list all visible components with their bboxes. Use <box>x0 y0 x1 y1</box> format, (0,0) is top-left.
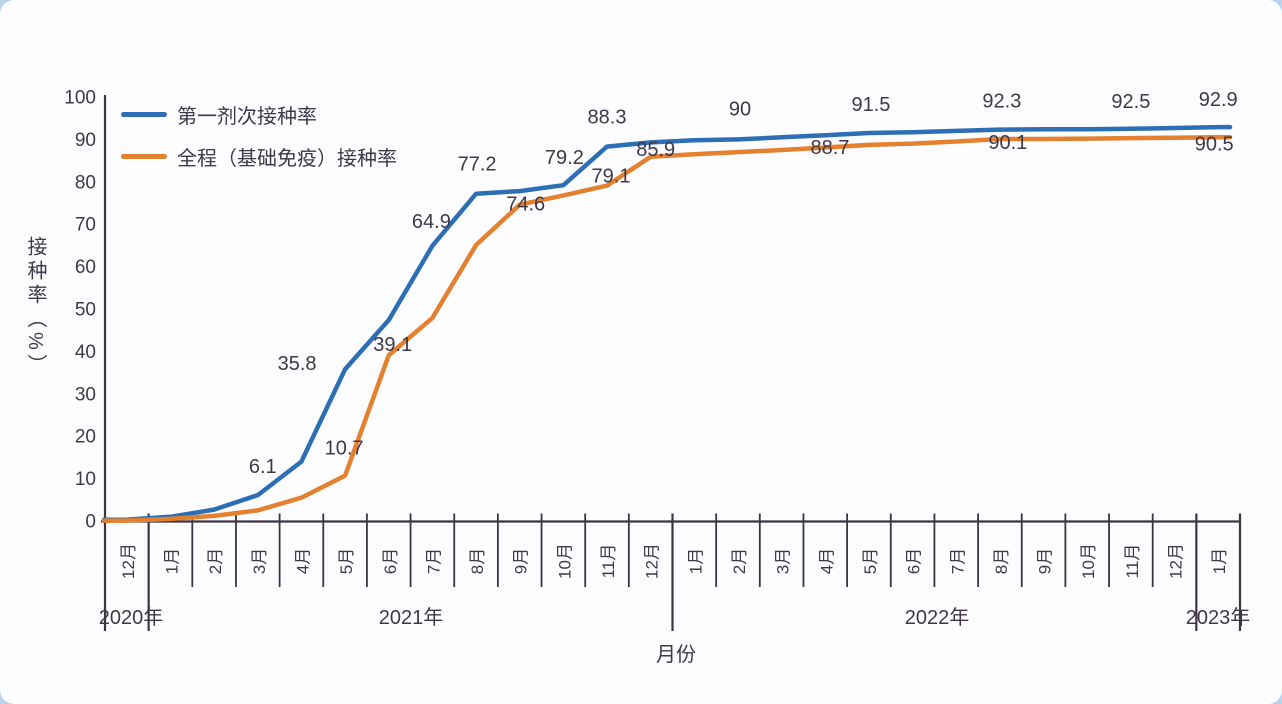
y-tick-label: 90 <box>75 130 96 151</box>
x-tick-label-month: 9月 <box>512 548 531 574</box>
y-tick-label: 0 <box>85 512 96 533</box>
series-line-first-dose <box>101 124 1233 522</box>
x-tick-label-month: 8月 <box>992 548 1011 574</box>
data-label: 85.9 <box>636 139 675 161</box>
data-label: 92.5 <box>1111 91 1150 113</box>
x-tick-label-month: 5月 <box>861 548 880 574</box>
data-label: 88.3 <box>588 107 627 129</box>
x-axis-title: 月份 <box>656 644 696 666</box>
x-tick-label-month: 3月 <box>774 548 793 574</box>
data-label: 39.1 <box>373 334 412 356</box>
y-tick-label: 80 <box>75 172 96 193</box>
year-label-2022: 2022年 <box>904 607 970 629</box>
year-label-2020: 2020年 <box>98 607 164 629</box>
data-label: 35.8 <box>278 353 317 375</box>
x-tick-label-month: 8月 <box>468 548 487 574</box>
x-tick-label-month: 10月 <box>555 543 574 579</box>
legend-label-first-dose: 第一剂次接种率 <box>177 106 317 128</box>
data-label: 90.5 <box>1195 133 1234 155</box>
series-line-full-course <box>101 135 1233 523</box>
x-tick-label-month: 4月 <box>817 548 836 574</box>
x-tick-label-month: 4月 <box>293 548 312 574</box>
y-tick-label: 10 <box>75 469 96 490</box>
x-tick-label-month: 2月 <box>730 548 749 574</box>
data-label: 6.1 <box>249 456 277 478</box>
y-axis-title-unit: （%） <box>24 308 46 378</box>
y-axis-title-text: 接种率 <box>24 236 46 308</box>
y-tick-label: 20 <box>75 427 96 448</box>
legend-label-full-course: 全程（基础免疫）接种率 <box>177 148 397 170</box>
x-tick-label-month: 3月 <box>250 548 269 574</box>
y-tick-label: 60 <box>75 257 96 278</box>
y-axis-title: 接种率（%） <box>24 236 46 378</box>
data-label: 79.1 <box>592 166 631 188</box>
data-label: 90 <box>729 98 751 120</box>
x-tick-label-month: 6月 <box>381 548 400 574</box>
legend-item-first-dose: 第一剂次接种率 <box>121 100 397 129</box>
data-label: 90.1 <box>988 132 1027 154</box>
x-tick-label-month: 11月 <box>1123 544 1142 579</box>
x-tick-label-month: 7月 <box>424 548 443 574</box>
year-label-2021: 2021年 <box>378 607 444 629</box>
year-label-2023: 2023年 <box>1185 607 1251 629</box>
data-label: 74.6 <box>506 194 545 216</box>
x-tick-label-month: 7月 <box>948 548 967 574</box>
x-tick-label-month: 12月 <box>643 543 662 579</box>
x-tick-label-month: 10月 <box>1079 543 1098 579</box>
data-label: 92.9 <box>1199 89 1238 111</box>
x-tick-label-month: 11月 <box>599 544 618 579</box>
x-tick-label-month: 1月 <box>1210 548 1229 574</box>
x-tick-label-month: 12月 <box>119 543 138 579</box>
x-tick-label-month: 9月 <box>1036 548 1055 574</box>
x-tick-label-month: 1月 <box>686 548 705 574</box>
data-label: 64.9 <box>412 211 451 233</box>
x-tick-label-month: 2月 <box>206 548 225 574</box>
y-tick-label: 100 <box>64 88 96 109</box>
x-tick-label-month: 5月 <box>337 548 356 574</box>
y-tick-label: 50 <box>75 300 96 321</box>
x-tick-label-month: 6月 <box>905 548 924 574</box>
data-label: 79.2 <box>545 147 584 169</box>
y-tick-label: 30 <box>75 384 96 405</box>
data-label: 10.7 <box>325 438 364 460</box>
data-label: 88.7 <box>810 137 849 159</box>
legend-item-full-course: 全程（基础免疫）接种率 <box>121 142 397 171</box>
legend: 第一剂次接种率 全程（基础免疫）接种率 <box>121 100 397 171</box>
data-label: 77.2 <box>458 154 497 176</box>
y-tick-label: 70 <box>75 215 96 236</box>
data-label: 91.5 <box>851 94 890 116</box>
y-tick-label: 40 <box>75 342 96 363</box>
legend-swatch-first-dose <box>121 112 167 117</box>
legend-swatch-full-course <box>121 154 167 159</box>
data-label: 92.3 <box>982 91 1021 113</box>
x-tick-label-month: 12月 <box>1167 543 1186 579</box>
x-tick-label-month: 1月 <box>162 548 181 574</box>
